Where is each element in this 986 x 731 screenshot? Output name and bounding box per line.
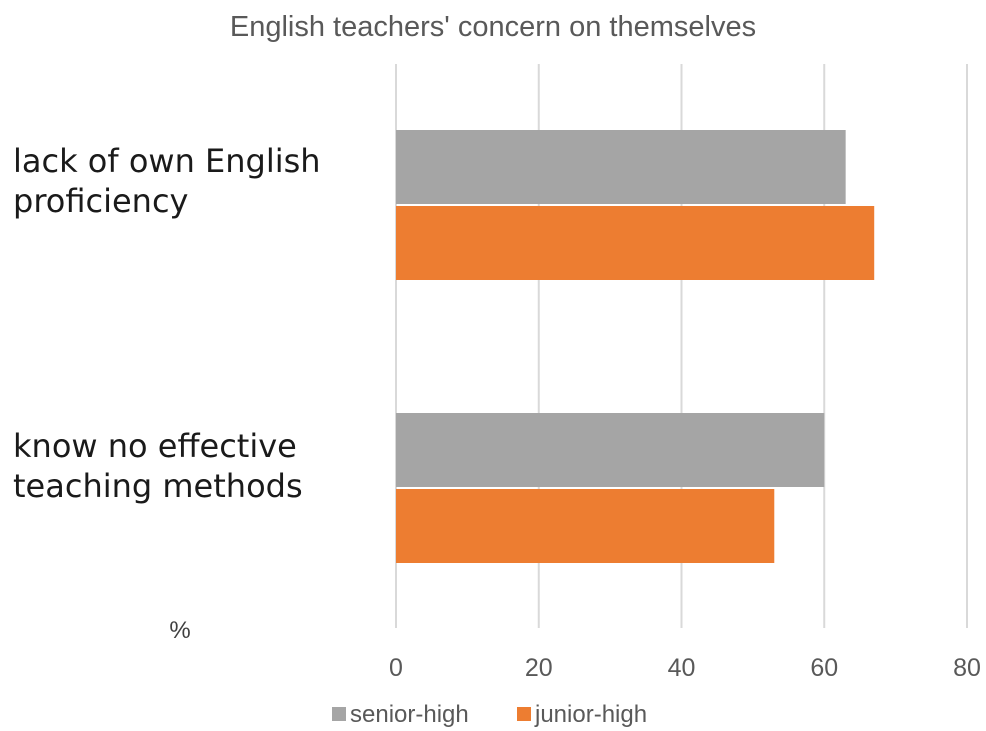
category-label: teaching methods <box>13 467 303 505</box>
legend: senior-high junior-high <box>332 701 647 728</box>
legend-label-junior-high: junior-high <box>534 701 647 728</box>
bars <box>396 130 875 563</box>
x-tick-label: 80 <box>953 654 981 682</box>
bar-junior-high <box>396 489 775 563</box>
category-label: lack of own English <box>13 142 321 180</box>
x-tick-label: 20 <box>525 654 553 682</box>
legend-swatch-junior-high <box>517 707 531 721</box>
category-label: proficiency <box>13 182 188 220</box>
x-tick-label: 0 <box>389 654 403 682</box>
bar-junior-high <box>396 206 875 280</box>
legend-label-senior-high: senior-high <box>350 701 469 728</box>
unit-label: % <box>169 617 190 644</box>
x-axis-tick-labels: 0 20 40 60 80 <box>389 654 981 682</box>
bar-senior-high <box>396 413 825 487</box>
x-tick-label: 40 <box>668 654 696 682</box>
legend-swatch-senior-high <box>332 707 346 721</box>
x-tick-label: 60 <box>810 654 838 682</box>
chart-title: English teachers' concern on themselves <box>230 11 756 43</box>
category-label: know no effective <box>13 427 297 465</box>
bar-senior-high <box>396 130 846 204</box>
